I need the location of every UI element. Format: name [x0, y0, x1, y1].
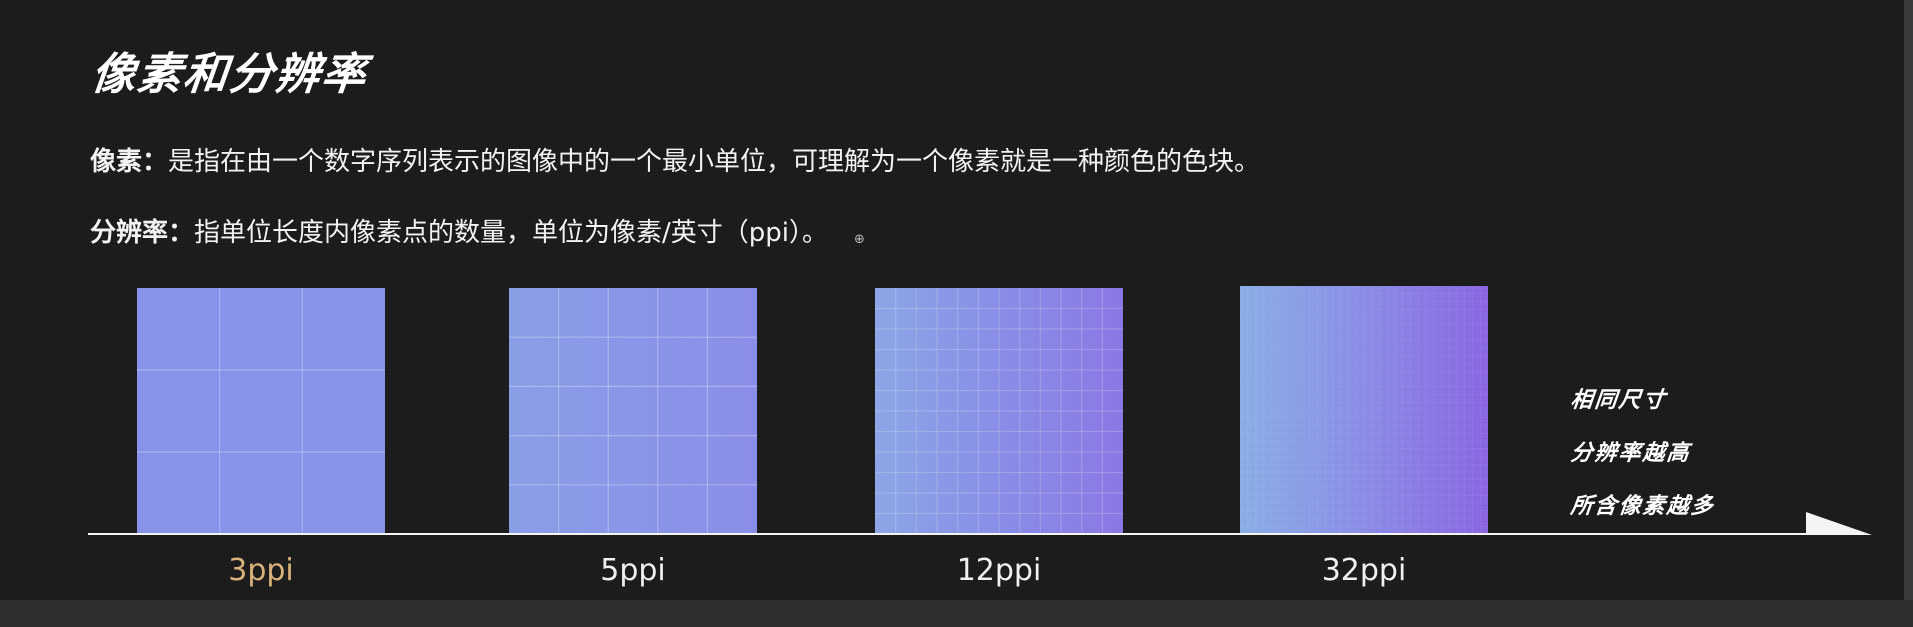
pixel-grid — [1240, 286, 1488, 534]
cursor-icon: ⊕ — [854, 232, 865, 247]
arrow-head-icon — [1806, 512, 1872, 535]
pixel-square-5ppi — [509, 288, 757, 534]
pixel-square-12ppi — [875, 288, 1123, 534]
label-32ppi: 32ppi — [1321, 553, 1407, 588]
definition-pixel-term: 像素： — [90, 147, 169, 177]
definition-pixel: 像素：是指在由一个数字序列表示的图像中的一个最小单位，可理解为一个像素就是一种颜… — [90, 141, 1260, 178]
definition-resolution: 分辨率：指单位长度内像素点的数量，单位为像素/英寸（ppi）。 — [90, 212, 828, 249]
slide: 像素和分辨率 像素：是指在由一个数字序列表示的图像中的一个最小单位，可理解为一个… — [0, 0, 1904, 600]
slide-title: 像素和分辨率 — [88, 49, 371, 100]
note-same-size: 相同尺寸 — [1569, 388, 1669, 413]
label-12ppi: 12ppi — [956, 553, 1042, 588]
definition-resolution-text: 指单位长度内像素点的数量，单位为像素/英寸（ppi）。 — [194, 218, 829, 248]
bottom-strip — [0, 600, 1913, 627]
label-5ppi: 5ppi — [600, 553, 666, 588]
definition-resolution-term: 分辨率： — [90, 218, 195, 248]
pixel-grid — [137, 288, 385, 534]
note-more-pixels: 所含像素越多 — [1569, 494, 1717, 519]
label-3ppi: 3ppi — [228, 553, 294, 588]
pixel-square-32ppi — [1240, 286, 1488, 534]
note-higher-resolution: 分辨率越高 — [1569, 441, 1693, 466]
window-edge — [1904, 0, 1913, 600]
axis-line — [88, 533, 1828, 535]
pixel-grid — [509, 288, 757, 534]
pixel-square-3ppi — [137, 288, 385, 534]
definition-pixel-text: 是指在由一个数字序列表示的图像中的一个最小单位，可理解为一个像素就是一种颜色的色… — [168, 147, 1261, 177]
pixel-grid — [875, 288, 1123, 534]
